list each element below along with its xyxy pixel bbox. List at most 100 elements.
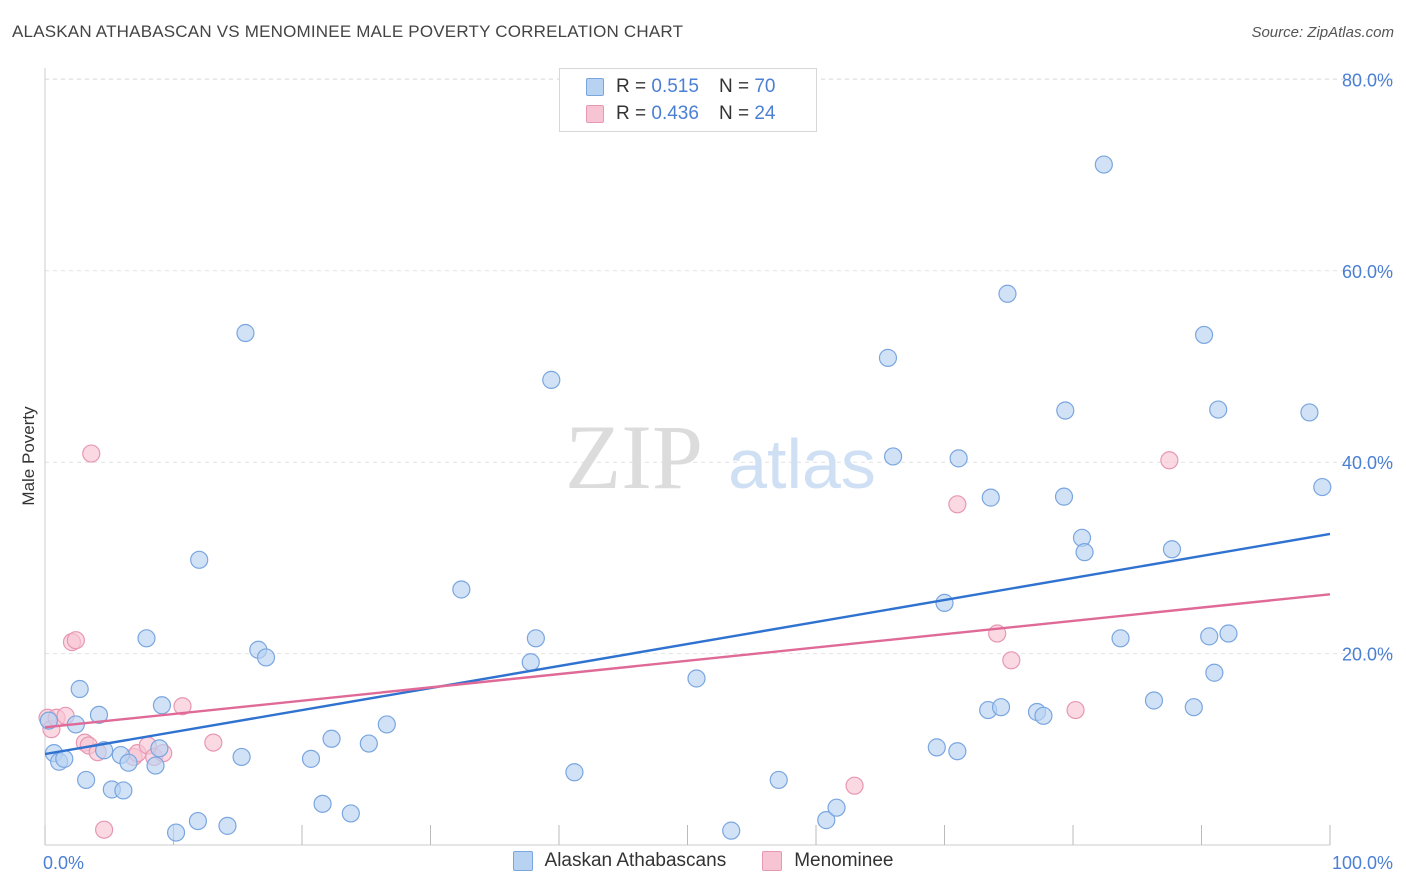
alaskan-athabascan-point xyxy=(542,370,561,389)
watermark: ZIP atlas xyxy=(565,406,876,508)
r-value: 0.436 xyxy=(651,103,699,124)
regression-lines xyxy=(44,532,1331,756)
n-value: 24 xyxy=(754,103,776,124)
y-tick-label: 80.0% xyxy=(1342,70,1393,90)
alaskan-athabascan-point xyxy=(981,488,1000,507)
alaskan-athabascan-point xyxy=(1054,487,1074,506)
blue-swatch-icon xyxy=(586,78,604,96)
alaskan-athabascan-point xyxy=(722,821,741,840)
alaskan-athabascan-point xyxy=(1056,401,1075,420)
legend-item-alaskan-athabascans: Alaskan Athabascans xyxy=(512,850,727,872)
n-label: N = xyxy=(718,76,750,97)
menominee-point xyxy=(66,631,85,650)
alaskan-athabascan-point xyxy=(1219,624,1238,643)
alaskan-athabascan-point xyxy=(452,580,471,599)
alaskan-athabascan-point xyxy=(190,550,209,569)
alaskan-athabascan-point xyxy=(137,629,156,648)
alaskan-athabascan-point xyxy=(236,323,255,343)
alaskan-athabascan-point xyxy=(150,739,169,758)
menominee-point xyxy=(948,495,967,514)
y-tick-label: 40.0% xyxy=(1342,453,1393,473)
watermark-atlas: atlas xyxy=(728,425,876,503)
menominee-point xyxy=(1160,451,1179,470)
alaskan-athabascan-point xyxy=(218,816,237,835)
alaskan-athabascan-point xyxy=(146,756,165,775)
chart-source: Source: ZipAtlas.com xyxy=(1251,24,1394,41)
alaskan-athabascan-point xyxy=(301,749,321,768)
alaskan-athabascan-point xyxy=(232,747,251,767)
r-value: 0.515 xyxy=(651,76,699,97)
alaskan-athabascan-point xyxy=(114,781,133,800)
menominee-point xyxy=(845,776,864,795)
grid-lines xyxy=(45,78,1395,655)
alaskan-athabascan-point xyxy=(827,798,846,817)
alaskan-athabascan-point xyxy=(1194,325,1214,345)
alaskan-athabascan-point xyxy=(341,804,360,823)
alaskan-athabascan-point xyxy=(1205,663,1224,682)
stats-legend-row-alaskan-athabascans: R = 0.515 N = 70 xyxy=(586,75,775,99)
alaskan-athabascan-point xyxy=(565,763,584,782)
alaskan-athabascan-point xyxy=(39,711,58,730)
x-tick-label: 100.0% xyxy=(1332,853,1393,873)
r-label: R = xyxy=(616,76,647,97)
alaskan-athabascan-point xyxy=(949,449,968,468)
alaskan-athabascan-point xyxy=(998,284,1017,303)
legend-label: Alaskan Athabascans xyxy=(544,850,727,871)
axes xyxy=(44,68,1331,846)
alaskan-athabascan-point xyxy=(526,629,545,648)
alaskan-athabascan-point xyxy=(1162,540,1182,559)
alaskan-athabascan-point xyxy=(188,811,208,831)
n-value: 70 xyxy=(754,76,776,97)
menominee-trendline xyxy=(44,593,1331,729)
n-label: N = xyxy=(718,103,750,124)
alaskan-athabascan-point xyxy=(948,742,967,761)
alaskan-athabascan-point xyxy=(70,679,89,699)
alaskan-athabascan-points xyxy=(39,155,1332,842)
alaskan-athabascan-point xyxy=(359,734,378,753)
alaskan-athabascan-point xyxy=(1094,155,1113,174)
alaskan-athabascan-point xyxy=(521,653,540,672)
alaskan-athabascan-point xyxy=(1200,627,1219,646)
legend-item-menominee: Menominee xyxy=(762,850,893,872)
pink-swatch-icon xyxy=(586,105,604,123)
alaskan-athabascan-point xyxy=(77,770,96,790)
menominee-point xyxy=(1002,651,1021,670)
alaskan-athabascan-point xyxy=(1184,698,1203,717)
alaskan-athabascan-point xyxy=(322,729,341,748)
y-tick-label: 20.0% xyxy=(1342,645,1393,665)
menominee-point xyxy=(1066,700,1085,720)
alaskan-athabascan-point xyxy=(935,593,954,612)
alaskan-athabascan-point xyxy=(878,348,898,367)
alaskan-athabascan-point xyxy=(1075,543,1094,562)
alaskan-athabascan-point xyxy=(883,447,903,466)
alaskan-athabascan-point xyxy=(1034,706,1053,725)
alaskan-athabascan-point xyxy=(1300,403,1319,422)
x-tick-label: 0.0% xyxy=(43,853,84,873)
menominee-point xyxy=(95,820,114,839)
alaskan-athabascan-point xyxy=(95,741,114,760)
alaskan-athabascan-point xyxy=(687,669,706,688)
alaskan-athabascan-point xyxy=(377,715,396,734)
alaskan-athabascan-point xyxy=(119,753,138,772)
alaskan-athabascan-point xyxy=(1313,477,1332,497)
alaskan-athabascan-point xyxy=(89,705,109,724)
stats-legend-row-menominee: R = 0.436 N = 24 xyxy=(586,102,775,126)
alaskan-athabascan-point xyxy=(817,811,836,830)
alaskan-athabascan-point xyxy=(991,698,1011,717)
alaskan-athabascan-point xyxy=(927,738,946,757)
blue-swatch-icon xyxy=(512,851,533,871)
stats-legend: R = 0.515 N = 70 R = 0.436 N = 24 xyxy=(559,68,817,132)
y-axis-label: Male Poverty xyxy=(19,406,38,506)
alaskan-athabascan-point xyxy=(313,794,332,813)
alaskan-athabascan-point xyxy=(1144,691,1164,710)
legend-label: Menominee xyxy=(794,850,894,871)
r-label: R = xyxy=(616,103,647,124)
alaskan-athabascan-point xyxy=(1209,400,1228,419)
alaskan-athabascan-trendline xyxy=(44,532,1331,756)
watermark-zip: ZIP xyxy=(565,406,703,508)
alaskan-athabascan-point xyxy=(1111,629,1130,648)
alaskan-athabascan-point xyxy=(769,770,788,790)
alaskan-athabascan-point xyxy=(166,823,186,842)
menominee-point xyxy=(82,444,101,463)
